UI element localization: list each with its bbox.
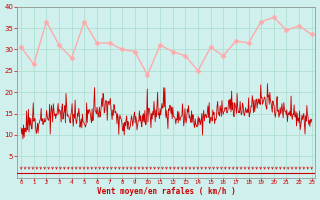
X-axis label: Vent moyen/en rafales ( km/h ): Vent moyen/en rafales ( km/h ) xyxy=(97,187,236,196)
